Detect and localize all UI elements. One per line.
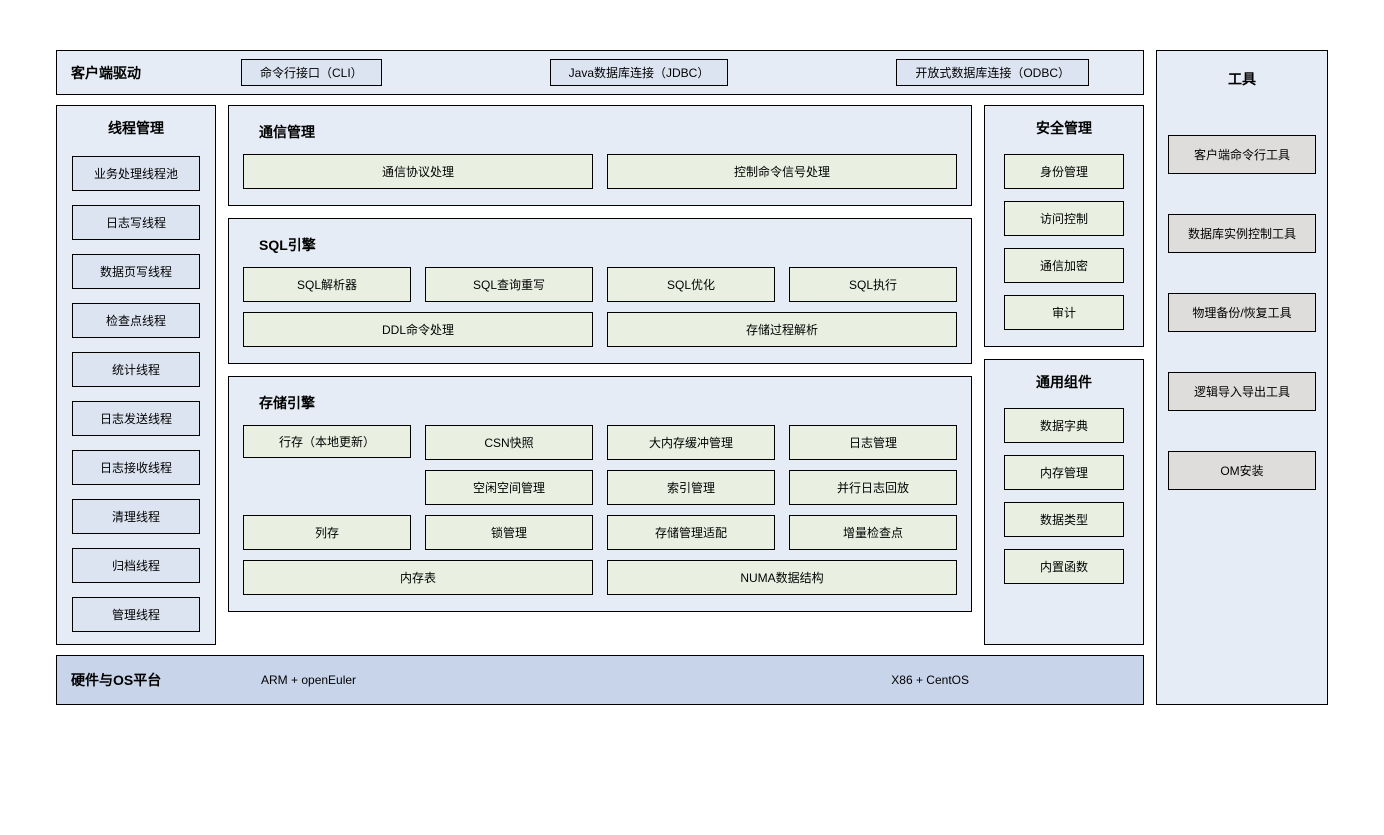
- storage-memtable: 内存表: [243, 560, 593, 595]
- driver-odbc: 开放式数据库连接（ODBC）: [896, 59, 1089, 86]
- thread-item: 统计线程: [72, 352, 200, 387]
- hw-arm: ARM + openEuler: [261, 673, 356, 687]
- sql-item: SQL查询重写: [425, 267, 593, 302]
- storage-log: 日志管理: [789, 425, 957, 460]
- driver-jdbc: Java数据库连接（JDBC）: [550, 59, 729, 86]
- sql-item: SQL执行: [789, 267, 957, 302]
- thread-item: 管理线程: [72, 597, 200, 632]
- comm-title: 通信管理: [243, 118, 957, 154]
- sql-item: SQL解析器: [243, 267, 411, 302]
- storage-engine-title: 存储引擎: [243, 389, 957, 425]
- tools-title: 工具: [1228, 69, 1256, 89]
- storage-replay: 并行日志回放: [789, 470, 957, 505]
- right-stack: 安全管理 身份管理 访问控制 通信加密 审计 通用组件 数据字典 内存管理 数据…: [984, 105, 1144, 645]
- thread-item: 归档线程: [72, 548, 200, 583]
- main-column: 客户端驱动 命令行接口（CLI） Java数据库连接（JDBC） 开放式数据库连…: [56, 50, 1144, 705]
- common-item: 内置函数: [1004, 549, 1124, 584]
- security-title: 安全管理: [1036, 118, 1092, 138]
- storage-space: 空闲空间管理: [425, 470, 593, 505]
- storage-rowstore: 行存（本地更新）: [243, 425, 411, 458]
- hardware-items: ARM + openEuler X86 + CentOS: [241, 673, 1129, 687]
- thread-mgmt-title: 线程管理: [108, 118, 164, 138]
- storage-grid: 行存（本地更新） CSN快照 大内存缓冲管理 日志管理 空闲空间管理 索引管理 …: [243, 425, 957, 595]
- thread-item: 业务处理线程池: [72, 156, 200, 191]
- common-item: 数据字典: [1004, 408, 1124, 443]
- thread-item: 日志写线程: [72, 205, 200, 240]
- sql-item: 存储过程解析: [607, 312, 957, 347]
- middle-row: 线程管理 业务处理线程池 日志写线程 数据页写线程 检查点线程 统计线程 日志发…: [56, 105, 1144, 645]
- storage-csn: CSN快照: [425, 425, 593, 460]
- storage-numa: NUMA数据结构: [607, 560, 957, 595]
- storage-adapt: 存储管理适配: [607, 515, 775, 550]
- thread-item: 日志发送线程: [72, 401, 200, 436]
- thread-mgmt-panel: 线程管理 业务处理线程池 日志写线程 数据页写线程 检查点线程 统计线程 日志发…: [56, 105, 216, 645]
- hw-x86: X86 + CentOS: [891, 673, 969, 687]
- sql-engine-panel: SQL引擎 SQL解析器 SQL查询重写 SQL优化 SQL执行 DDL命令处理…: [228, 218, 972, 364]
- hardware-title: 硬件与OS平台: [71, 670, 221, 690]
- center-column: 通信管理 通信协议处理 控制命令信号处理 SQL引擎 SQL解析器 SQL查询重…: [228, 105, 972, 645]
- security-item: 审计: [1004, 295, 1124, 330]
- security-item: 访问控制: [1004, 201, 1124, 236]
- storage-lock: 锁管理: [425, 515, 593, 550]
- thread-item: 清理线程: [72, 499, 200, 534]
- client-driver-items: 命令行接口（CLI） Java数据库连接（JDBC） 开放式数据库连接（ODBC…: [241, 59, 1129, 86]
- driver-cli: 命令行接口（CLI）: [241, 59, 382, 86]
- common-item: 数据类型: [1004, 502, 1124, 537]
- storage-buf: 大内存缓冲管理: [607, 425, 775, 460]
- sql-engine-title: SQL引擎: [243, 231, 957, 267]
- storage-idx: 索引管理: [607, 470, 775, 505]
- client-driver-panel: 客户端驱动 命令行接口（CLI） Java数据库连接（JDBC） 开放式数据库连…: [56, 50, 1144, 95]
- thread-item: 数据页写线程: [72, 254, 200, 289]
- architecture-diagram: 客户端驱动 命令行接口（CLI） Java数据库连接（JDBC） 开放式数据库连…: [56, 50, 1328, 705]
- common-title: 通用组件: [1036, 372, 1092, 392]
- security-panel: 安全管理 身份管理 访问控制 通信加密 审计: [984, 105, 1144, 347]
- storage-ckpt: 增量检查点: [789, 515, 957, 550]
- common-panel: 通用组件 数据字典 内存管理 数据类型 内置函数: [984, 359, 1144, 645]
- tool-item: 物理备份/恢复工具: [1168, 293, 1316, 332]
- comm-item: 控制命令信号处理: [607, 154, 957, 189]
- hardware-panel: 硬件与OS平台 ARM + openEuler X86 + CentOS: [56, 655, 1144, 705]
- tools-panel: 工具 客户端命令行工具 数据库实例控制工具 物理备份/恢复工具 逻辑导入导出工具…: [1156, 50, 1328, 705]
- tool-item: 数据库实例控制工具: [1168, 214, 1316, 253]
- security-item: 身份管理: [1004, 154, 1124, 189]
- storage-engine-panel: 存储引擎 行存（本地更新） CSN快照 大内存缓冲管理 日志管理 空闲空间管理 …: [228, 376, 972, 612]
- thread-item: 检查点线程: [72, 303, 200, 338]
- tool-item: 逻辑导入导出工具: [1168, 372, 1316, 411]
- comm-panel: 通信管理 通信协议处理 控制命令信号处理: [228, 105, 972, 206]
- tool-item: OM安装: [1168, 451, 1316, 490]
- security-item: 通信加密: [1004, 248, 1124, 283]
- tool-item: 客户端命令行工具: [1168, 135, 1316, 174]
- comm-grid: 通信协议处理 控制命令信号处理: [243, 154, 957, 189]
- thread-item: 日志接收线程: [72, 450, 200, 485]
- common-item: 内存管理: [1004, 455, 1124, 490]
- sql-item: SQL优化: [607, 267, 775, 302]
- sql-item: DDL命令处理: [243, 312, 593, 347]
- sql-grid: SQL解析器 SQL查询重写 SQL优化 SQL执行 DDL命令处理 存储过程解…: [243, 267, 957, 347]
- comm-item: 通信协议处理: [243, 154, 593, 189]
- client-driver-title: 客户端驱动: [71, 63, 221, 83]
- storage-colstore: 列存: [243, 515, 411, 550]
